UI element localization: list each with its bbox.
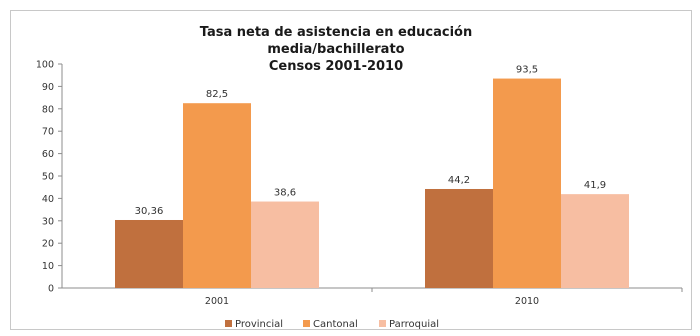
legend-swatch-parroquial <box>379 320 386 327</box>
legend-label-cantonal: Cantonal <box>313 319 358 330</box>
y-tick-label: 30 <box>42 216 54 227</box>
bar-provincial-2001 <box>115 219 183 288</box>
bars <box>115 78 629 288</box>
x-axis-labels: 2001 2010 <box>205 288 683 307</box>
x-tick-label: 2010 <box>515 296 539 307</box>
y-tick-label: 100 <box>36 60 54 71</box>
bar-cantonal-2001 <box>183 103 251 288</box>
bar-parroquial-2001 <box>251 201 319 288</box>
chart-title: Tasa neta de asistencia en educación med… <box>200 25 473 74</box>
y-tick-label: 40 <box>42 194 54 205</box>
y-axis-ticks: 0 10 20 30 40 50 60 70 80 90 100 <box>36 60 62 295</box>
data-label-provincial-2001: 30,36 <box>135 206 164 217</box>
y-tick-label: 60 <box>42 149 54 160</box>
data-labels: 30,36 82,5 38,6 44,2 93,5 41,9 <box>135 65 606 217</box>
x-tick-label: 2001 <box>205 296 229 307</box>
bar-cantonal-2010 <box>493 78 561 288</box>
legend-swatch-cantonal <box>303 320 310 327</box>
chart-title-line-1: Tasa neta de asistencia en educación <box>200 25 473 40</box>
data-label-cantonal-2010: 93,5 <box>516 65 538 76</box>
bar-parroquial-2010 <box>561 194 629 288</box>
legend-label-provincial: Provincial <box>235 319 283 330</box>
y-tick-label: 20 <box>42 239 54 250</box>
data-label-parroquial-2010: 41,9 <box>584 180 606 191</box>
y-tick-label: 80 <box>42 104 54 115</box>
legend-swatch-provincial <box>225 320 232 327</box>
chart-title-line-3: Censos 2001-2010 <box>269 59 403 74</box>
y-tick-label: 70 <box>42 127 54 138</box>
legend: Provincial Cantonal Parroquial <box>225 319 439 330</box>
data-label-cantonal-2001: 82,5 <box>206 89 228 100</box>
y-tick-label: 10 <box>42 261 54 272</box>
data-label-parroquial-2001: 38,6 <box>274 188 296 199</box>
y-tick-label: 0 <box>48 284 54 295</box>
legend-label-parroquial: Parroquial <box>389 319 439 330</box>
y-tick-label: 50 <box>42 172 54 183</box>
chart-title-line-2: media/bachillerato <box>267 42 404 57</box>
y-tick-label: 90 <box>42 82 54 93</box>
data-label-provincial-2010: 44,2 <box>448 175 470 186</box>
bar-provincial-2010 <box>425 188 493 288</box>
